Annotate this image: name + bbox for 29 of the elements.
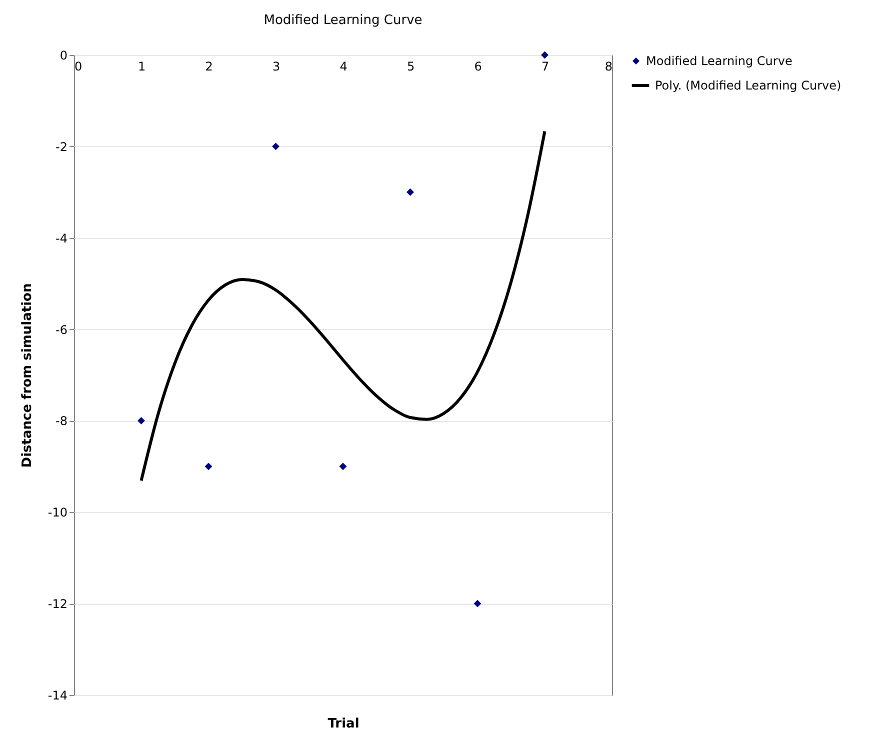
x-tick-label: 6 [474,60,482,74]
y-axis-title: Distance from simulation [20,283,35,468]
x-tick-label: 7 [541,60,550,74]
x-tick-label: 3 [272,60,280,74]
point [204,462,212,470]
y-tick-label: -10 [48,506,68,520]
point [138,417,145,424]
legend-label: Modified Learning Curve [646,54,792,68]
x-tick-label: 4 [340,60,348,74]
x-tick-label: 8 [604,60,612,74]
y-tick-label: -2 [56,140,68,154]
y-tick-label: -12 [48,597,68,612]
chart-title: Modified Learning Curve [264,13,422,28]
legend-label: Poly. (Modified Learning Curve) [655,78,842,92]
x-tick-label: 0 [74,60,82,74]
point [406,188,414,196]
y-tick-label: 0 [60,48,68,62]
x-tick-label: 5 [406,60,415,74]
y-tick-label: -8 [56,414,68,428]
x-tick-label: 1 [138,60,146,74]
y-tick-label: -6 [56,322,68,337]
point [474,600,482,608]
y-tick-label: -14 [48,688,68,702]
point [339,462,347,470]
point [272,142,280,150]
y-tick-label: -4 [56,231,68,246]
line-series [140,130,546,482]
x-tick-label: 2 [205,60,213,74]
x-axis-title: Trial [328,716,360,732]
